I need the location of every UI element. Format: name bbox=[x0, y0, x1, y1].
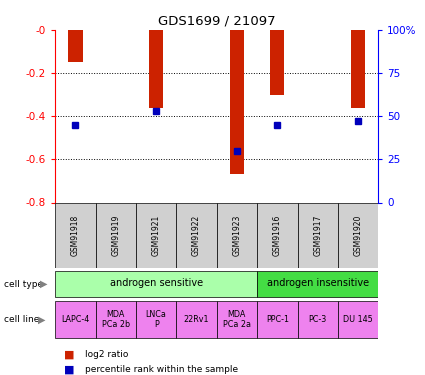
Text: ▶: ▶ bbox=[40, 279, 48, 289]
Bar bbox=[96, 202, 136, 268]
Bar bbox=[55, 202, 96, 268]
Text: GSM91917: GSM91917 bbox=[313, 214, 322, 256]
Bar bbox=[96, 301, 136, 338]
Text: cell line: cell line bbox=[4, 315, 40, 324]
Bar bbox=[217, 301, 257, 338]
Bar bbox=[176, 202, 217, 268]
Text: 22Rv1: 22Rv1 bbox=[184, 315, 209, 324]
Bar bbox=[68, 30, 82, 62]
Text: cell type: cell type bbox=[4, 280, 43, 289]
Bar bbox=[136, 301, 176, 338]
Bar bbox=[55, 272, 257, 297]
Bar bbox=[136, 202, 176, 268]
Text: ■: ■ bbox=[64, 350, 74, 359]
Text: PC-3: PC-3 bbox=[309, 315, 327, 324]
Text: GSM91921: GSM91921 bbox=[152, 214, 161, 256]
Bar bbox=[298, 202, 338, 268]
Bar bbox=[257, 301, 298, 338]
Bar bbox=[257, 272, 378, 297]
Bar bbox=[217, 202, 257, 268]
Bar bbox=[176, 301, 217, 338]
Text: ▶: ▶ bbox=[38, 315, 46, 325]
Text: GSM91919: GSM91919 bbox=[111, 214, 120, 256]
Text: GSM91918: GSM91918 bbox=[71, 214, 80, 256]
Text: MDA
PCa 2a: MDA PCa 2a bbox=[223, 310, 251, 329]
Bar bbox=[338, 202, 378, 268]
Bar bbox=[270, 30, 284, 95]
Text: LAPC-4: LAPC-4 bbox=[61, 315, 90, 324]
Text: GSM91922: GSM91922 bbox=[192, 214, 201, 256]
Bar bbox=[351, 30, 365, 108]
Bar bbox=[298, 301, 338, 338]
Bar bbox=[338, 301, 378, 338]
Bar bbox=[230, 30, 244, 174]
Bar bbox=[257, 202, 298, 268]
Text: ■: ■ bbox=[64, 364, 74, 374]
Text: PPC-1: PPC-1 bbox=[266, 315, 289, 324]
Title: GDS1699 / 21097: GDS1699 / 21097 bbox=[158, 15, 275, 27]
Bar bbox=[149, 30, 163, 108]
Text: LNCa
P: LNCa P bbox=[146, 310, 167, 329]
Text: GSM91923: GSM91923 bbox=[232, 214, 241, 256]
Bar bbox=[55, 301, 96, 338]
Text: MDA
PCa 2b: MDA PCa 2b bbox=[102, 310, 130, 329]
Text: GSM91916: GSM91916 bbox=[273, 214, 282, 256]
Text: GSM91920: GSM91920 bbox=[354, 214, 363, 256]
Text: DU 145: DU 145 bbox=[343, 315, 373, 324]
Text: androgen insensitive: androgen insensitive bbox=[266, 279, 369, 288]
Text: percentile rank within the sample: percentile rank within the sample bbox=[85, 365, 238, 374]
Text: androgen sensitive: androgen sensitive bbox=[110, 279, 203, 288]
Text: log2 ratio: log2 ratio bbox=[85, 350, 128, 359]
